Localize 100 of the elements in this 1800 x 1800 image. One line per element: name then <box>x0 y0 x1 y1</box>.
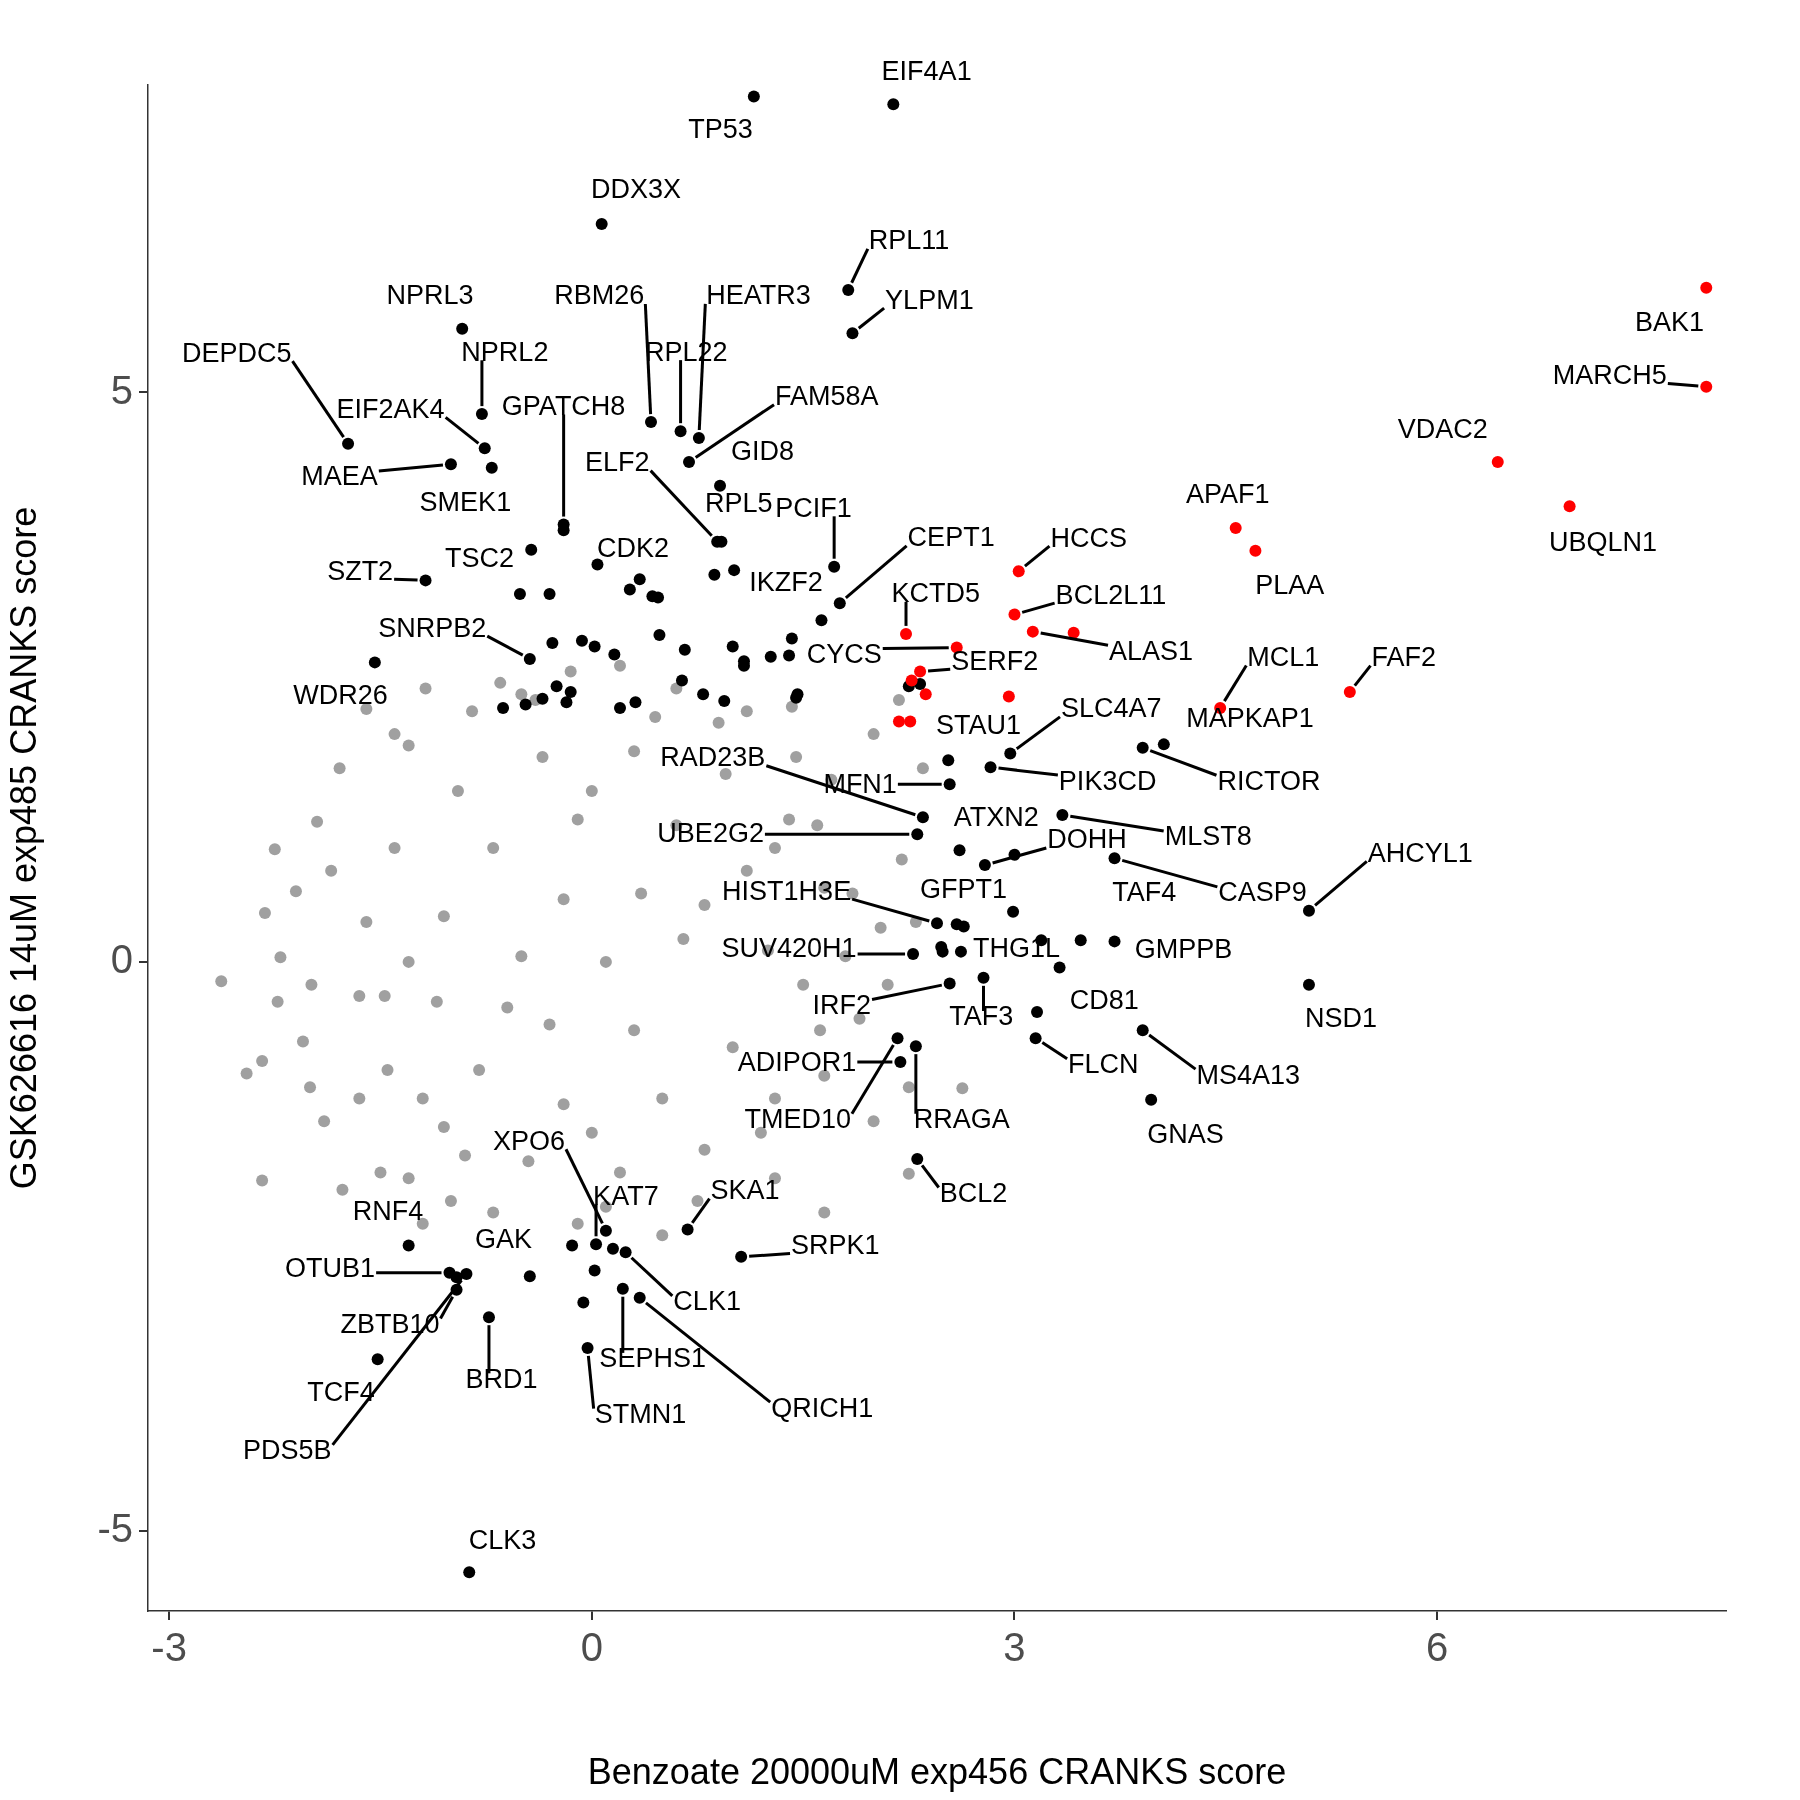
point <box>905 674 918 687</box>
x-axis-title: Benzoate 20000uM exp456 CRANKS score <box>587 1751 1287 1793</box>
annotation: CLK1 <box>673 1286 741 1317</box>
annotation: APAF1 <box>1185 479 1270 510</box>
annotation: PDS5B <box>243 1435 332 1466</box>
point <box>1249 544 1262 557</box>
annotation: KAT7 <box>593 1180 659 1211</box>
annotation: GNAS <box>1147 1118 1224 1149</box>
annotation: SMEK1 <box>419 486 512 517</box>
annotation: TSC2 <box>445 543 515 574</box>
annotation: MARCH5 <box>1552 359 1667 390</box>
annotation: MAEA <box>301 461 378 492</box>
point <box>1012 565 1025 578</box>
annotation: RPL5 <box>704 488 773 519</box>
annotation: SERF2 <box>951 645 1039 676</box>
annotation: TMED10 <box>744 1104 851 1135</box>
annotation: MFN1 <box>823 768 897 799</box>
annotation: QRICH1 <box>771 1392 874 1423</box>
annotation: HEATR3 <box>706 280 811 311</box>
point <box>1491 455 1504 468</box>
annotation: KCTD5 <box>891 578 981 609</box>
point <box>1343 685 1356 698</box>
annotation: DDX3X <box>591 174 682 205</box>
annotation: IRF2 <box>812 989 872 1020</box>
annotation: TAF3 <box>949 1001 1014 1032</box>
point <box>1067 626 1080 639</box>
point <box>1229 522 1242 534</box>
annotation: BCL2L11 <box>1055 579 1167 610</box>
annotation: SRPK1 <box>791 1229 880 1260</box>
annotation: RRAGA <box>913 1104 1010 1135</box>
point <box>1026 625 1039 638</box>
annotation: ALAS1 <box>1109 635 1194 666</box>
annotation: SUV420H1 <box>721 932 857 963</box>
annotation: CD81 <box>1069 985 1139 1016</box>
annotation: ELF2 <box>585 447 650 478</box>
annotation: AHCYL1 <box>1367 837 1473 868</box>
annotation: BRD1 <box>465 1363 538 1394</box>
annotation: PCIF1 <box>775 492 852 523</box>
annotation: TCF4 <box>307 1377 375 1408</box>
annotation: CASP9 <box>1218 877 1307 908</box>
annotation: CYCS <box>806 639 882 670</box>
annotation: SKA1 <box>710 1175 780 1206</box>
point <box>1700 380 1713 393</box>
x-tick-label: 0 <box>580 1625 603 1670</box>
annotation: FLCN <box>1068 1049 1139 1080</box>
annotation: PIK3CD <box>1058 765 1157 796</box>
annotation: FAM58A <box>775 381 879 412</box>
annotation: CLK3 <box>468 1524 537 1555</box>
annotation: OTUB1 <box>285 1252 376 1283</box>
annotation: GMPPB <box>1134 934 1233 965</box>
annotation: DOHH <box>1047 824 1127 855</box>
annotation: ATXN2 <box>953 801 1039 832</box>
annotation: RAD23B <box>660 742 766 773</box>
annotation: ADIPOR1 <box>737 1046 857 1077</box>
annotation: GFPT1 <box>920 874 1008 905</box>
point <box>904 715 917 728</box>
annotation: SLC4A7 <box>1061 693 1162 724</box>
annotation: TP53 <box>688 114 753 145</box>
point <box>919 688 932 701</box>
annotation: NSD1 <box>1305 1002 1378 1033</box>
annotation: SNRPB2 <box>378 612 487 643</box>
annotation: GPATCH8 <box>501 390 626 421</box>
annotation: XPO6 <box>492 1125 566 1156</box>
annotation: RICTOR <box>1217 765 1321 796</box>
annotation: BCL2 <box>939 1177 1008 1208</box>
annotation: YLPM1 <box>885 284 974 315</box>
annotation: RBM26 <box>554 280 645 311</box>
annotation: EIF2AK4 <box>336 393 445 424</box>
annotation: RPL11 <box>868 225 950 256</box>
point <box>1700 281 1713 294</box>
annotation: CDK2 <box>597 532 670 563</box>
annotation: IKZF2 <box>749 566 823 597</box>
annotation: HIST1H3E <box>722 875 852 906</box>
annotation: PLAA <box>1255 569 1325 600</box>
annotation: SEPHS1 <box>599 1343 706 1374</box>
annotation: DEPDC5 <box>181 337 292 368</box>
point <box>1002 690 1015 703</box>
annotation: NPRL2 <box>461 336 549 367</box>
annotation: BAK1 <box>1635 306 1705 337</box>
point <box>892 715 905 728</box>
point <box>1008 608 1021 621</box>
annotation: CEPT1 <box>907 522 995 553</box>
annotation: MAPKAP1 <box>1186 702 1314 733</box>
annotation: MLST8 <box>1164 821 1252 852</box>
annotation: UBQLN1 <box>1548 526 1657 557</box>
y-tick-label: -5 <box>97 1506 133 1551</box>
y-axis-title: GSK626616 14uM exp485 CRANKS score <box>2 506 44 1190</box>
x-tick-label: 3 <box>1003 1625 1026 1670</box>
annotation: EIF4A1 <box>881 55 972 86</box>
annotation: NPRL3 <box>386 280 474 311</box>
annotation: RNF4 <box>352 1195 424 1226</box>
annotation: SZT2 <box>327 555 394 586</box>
annotation: VDAC2 <box>1397 414 1488 445</box>
annotation: MCL1 <box>1247 642 1320 673</box>
annotation: FAF2 <box>1371 642 1437 673</box>
point <box>900 627 912 640</box>
x-tick-label: 6 <box>1426 1625 1449 1670</box>
point <box>914 665 927 678</box>
annotation: THG1L <box>973 932 1061 963</box>
annotation: WDR26 <box>293 680 388 711</box>
